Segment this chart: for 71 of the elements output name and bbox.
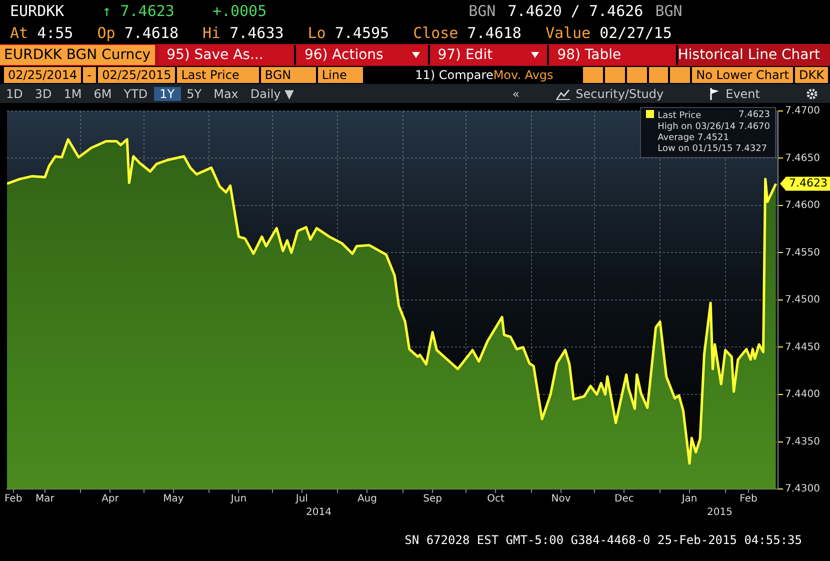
x-tick-label: May [163, 494, 184, 505]
text: Lo 7.4595 [308, 24, 390, 42]
chart-title: EURDKK BGN Curncy [0, 45, 155, 65]
x-tick-label: Apr [102, 494, 120, 505]
y-tick-label: 7.4600 [785, 200, 820, 212]
y-tick-label: 7.4450 [785, 342, 820, 353]
y-tick-label: 7.4500 [785, 294, 820, 306]
x-tick-label: Oct [487, 494, 504, 505]
text: 5Y [186, 86, 203, 100]
text: DKK [795, 67, 828, 83]
x-tick-label: Feb [4, 494, 22, 505]
text: 2014 [306, 507, 332, 518]
text: Value 02/27/15 [545, 24, 672, 42]
text: Max [212, 86, 240, 100]
text: EURDKK [10, 2, 64, 20]
text: Close 7.4618 [413, 24, 522, 42]
x-tick-label: Dec [614, 494, 634, 505]
text: 7.4620 / 7.4626 [508, 2, 644, 20]
data-label: 7.4623 [789, 176, 828, 190]
x-tick-label: Aug [357, 494, 377, 505]
text: Daily ▼ [249, 86, 295, 100]
annotation: Average 7.4521 [656, 133, 730, 144]
x-tick-label: Feb [740, 494, 758, 505]
annotation: 7.4623 [738, 110, 770, 122]
y-tick-label: 7.4650 [785, 152, 820, 164]
text: « [511, 86, 521, 100]
text: Event [724, 86, 761, 100]
x-tick-label: Nov [551, 494, 571, 505]
text: BGN [260, 67, 316, 83]
text: 11) Compare [415, 68, 494, 82]
text: 02/25/2015 [98, 67, 176, 83]
text: +.0005 [212, 2, 267, 20]
legend-label: Last Price [656, 110, 702, 122]
text: BGN [468, 2, 496, 20]
text: 95) Save As... [166, 47, 264, 63]
text: 02/25/2014 [4, 67, 82, 83]
text: Hi 7.4633 [202, 24, 284, 42]
y-tick-label: 7.4700 [785, 106, 820, 117]
x-tick-label: Jun [230, 494, 247, 505]
text: Historical Line Chart [678, 47, 820, 63]
x-tick-label: Sep [423, 494, 442, 505]
x-tick-label: Jul [294, 494, 308, 505]
text: SN 672028 EST GMT-5:00 G384-4468-0 25-Feb-2015 04:55:35 [404, 533, 803, 547]
text: 3D [34, 86, 53, 100]
text: Op 7.4618 [97, 24, 178, 42]
text: YTD [122, 86, 149, 100]
text: 6M [92, 86, 113, 100]
text: 96) Actions [304, 47, 384, 63]
text: 97) Edit [438, 47, 493, 63]
text: At 4:55 [10, 24, 74, 42]
text: 1D [5, 86, 24, 100]
y-tick-label: 7.4300 [785, 484, 820, 495]
text: - [83, 67, 96, 83]
text: ↑ 7.4623 [102, 2, 174, 20]
text: Last Price [177, 67, 259, 83]
text: BGN [655, 2, 682, 20]
y-tick-label: 7.4350 [785, 436, 820, 448]
annotation: Low on 01/15/15 7.4327 [656, 144, 768, 155]
text: 98) Table [557, 47, 622, 63]
text: 1M [62, 86, 83, 100]
text: Line [318, 67, 364, 83]
x-tick-label: Mar [35, 494, 56, 505]
text: 1Y [154, 86, 181, 100]
text: Mov. Avgs [493, 68, 554, 82]
text: 2015 [707, 507, 732, 518]
text: Security/Study [574, 86, 665, 100]
annotation: High on 03/26/14 7.4670 [656, 122, 770, 133]
text: No Lower Chart [692, 67, 794, 83]
y-tick-label: 7.4400 [785, 389, 820, 400]
y-tick-label: 7.4550 [785, 247, 820, 258]
x-tick-label: Jan [680, 494, 698, 505]
